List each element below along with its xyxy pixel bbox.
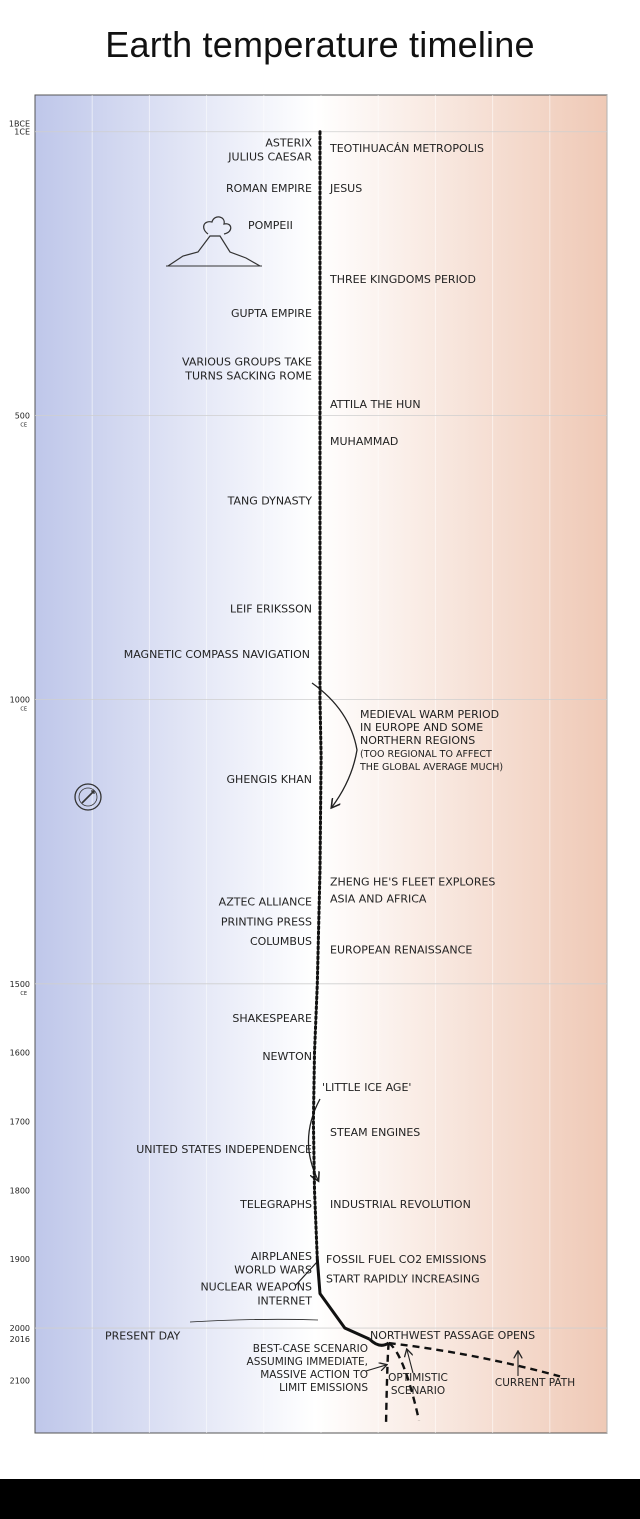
event-label-left: AIRPLANES: [251, 1250, 312, 1263]
temperature-stripes: [91, 95, 608, 1433]
best-case-arrow: [365, 1365, 386, 1372]
event-label-right: ZHENG HE'S FLEET EXPLORES: [330, 875, 495, 888]
temperature-line-historic: [311, 130, 323, 1261]
scenario-line: [388, 1342, 421, 1421]
medieval-note-line: IN EUROPE AND SOME: [360, 721, 483, 734]
event-label-left: ROMAN EMPIRE: [226, 182, 312, 195]
optimistic-label-line: OPTIMISTIC: [388, 1372, 448, 1384]
compass-icon: [74, 783, 102, 811]
event-label-left: TURNS SACKING ROME: [184, 370, 312, 383]
temperature-line-recent: [315, 1259, 371, 1341]
best-case-label-line: MASSIVE ACTION TO: [260, 1369, 368, 1381]
temperature-line-present: [368, 1337, 390, 1347]
event-label-right: ATTILA THE HUN: [330, 398, 421, 411]
event-label-left: LEIF ERIKSSON: [230, 603, 312, 616]
event-label-left: TELEGRAPHS: [239, 1198, 312, 1211]
axis-tick-label: 1000: [10, 696, 30, 705]
axis-tick-label: 2100: [10, 1376, 30, 1385]
event-label-right: 'LITTLE ICE AGE': [322, 1081, 411, 1094]
event-label-left: ASTERIX: [265, 137, 312, 150]
axis-tick-label: 1CE: [14, 128, 30, 137]
medieval-note-line: (TOO REGIONAL TO AFFECT: [360, 749, 492, 760]
volcano-sketch: [166, 216, 262, 267]
event-label-right: NORTHWEST PASSAGE OPENS: [370, 1329, 535, 1342]
event-label-left: WORLD WARS: [234, 1264, 312, 1277]
event-label-left: AZTEC ALLIANCE: [219, 895, 312, 908]
best-case-label-line: LIMIT EMISSIONS: [279, 1382, 368, 1394]
event-label-left: UNITED STATES INDEPENDENCE: [136, 1143, 312, 1156]
scenario-line: [388, 1341, 561, 1378]
event-label-left: MAGNETIC COMPASS NAVIGATION: [124, 648, 310, 661]
event-label-right: FOSSIL FUEL CO2 EMISSIONS: [326, 1253, 486, 1266]
axis-tick-label: 500: [15, 411, 30, 420]
event-label-right: THREE KINGDOMS PERIOD: [329, 273, 476, 286]
event-label-right: ASIA AND AFRICA: [330, 893, 427, 906]
event-label-right: STEAM ENGINES: [330, 1126, 420, 1139]
event-label-left: COLUMBUS: [250, 935, 312, 948]
axis-tick-label: 1BCE: [9, 120, 30, 129]
optimistic-arrow: [407, 1350, 414, 1374]
optimistic-label-line: SCENARIO: [391, 1385, 445, 1397]
medieval-note-line: MEDIEVAL WARM PERIOD: [360, 708, 499, 721]
current-path-label: CURRENT PATH: [495, 1377, 575, 1389]
event-label-left: NUCLEAR WEAPONS: [200, 1281, 312, 1294]
bottom-bar: [0, 1479, 640, 1519]
event-label-right: TEOTIHUACÁN METROPOLIS: [329, 142, 484, 155]
axis-tick-sublabel: CE: [20, 707, 27, 713]
present-day-leader: [189, 1318, 319, 1323]
event-label-left: TANG DYNASTY: [227, 495, 313, 508]
axis-tick-label: 1700: [10, 1118, 30, 1127]
axis-tick-label: 1600: [10, 1049, 30, 1058]
event-label-left: GUPTA EMPIRE: [231, 307, 312, 320]
event-label-right: EUROPEAN RENAISSANCE: [330, 944, 472, 957]
temperature-line: [311, 130, 390, 1347]
axis-tick-label: 2000: [10, 1324, 30, 1333]
axis-tick-label: 2016: [10, 1335, 30, 1344]
event-label-left: SHAKESPEARE: [232, 1012, 312, 1025]
event-label-left: VARIOUS GROUPS TAKE: [182, 355, 312, 368]
event-label-left: INTERNET: [257, 1295, 312, 1308]
axis-tick-label: 1900: [10, 1255, 30, 1264]
event-label-right: MUHAMMAD: [330, 435, 398, 448]
event-label-left: GHENGIS KHAN: [227, 773, 312, 786]
event-label-left: PRINTING PRESS: [221, 915, 312, 928]
event-label-left: JULIUS CAESAR: [227, 151, 312, 164]
axis-tick-sublabel: CE: [20, 422, 27, 428]
best-case-label-line: ASSUMING IMMEDIATE,: [247, 1356, 368, 1368]
axis-tick-label: 1800: [10, 1186, 30, 1195]
event-label-left: POMPEII: [248, 219, 293, 232]
best-case-label-line: BEST-CASE SCENARIO: [253, 1343, 368, 1355]
event-label-left: NEWTON: [262, 1050, 312, 1063]
axis-tick-sublabel: CE: [20, 991, 27, 997]
event-label-left: PRESENT DAY: [105, 1329, 181, 1342]
event-label-right: JESUS: [329, 182, 362, 195]
event-label-right: INDUSTRIAL REVOLUTION: [330, 1198, 471, 1211]
page-title: Earth temperature timeline: [105, 24, 535, 65]
medieval-bracket: [311, 682, 358, 807]
medieval-note-line: NORTHERN REGIONS: [360, 734, 475, 747]
axis-tick-label: 1500: [10, 980, 30, 989]
medieval-note-line: THE GLOBAL AVERAGE MUCH): [359, 762, 503, 773]
event-label-right: START RAPIDLY INCREASING: [326, 1272, 480, 1285]
